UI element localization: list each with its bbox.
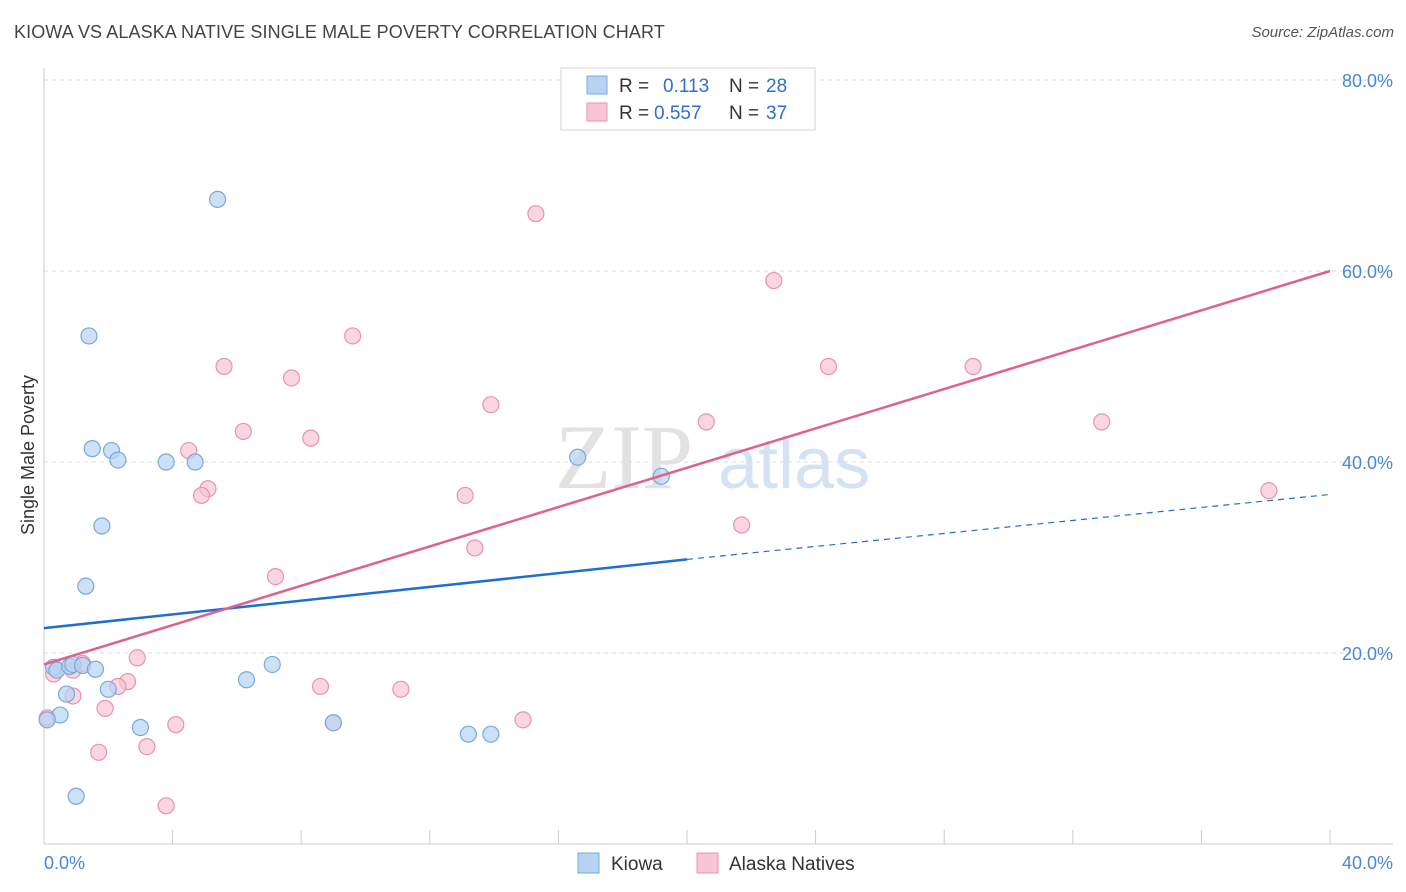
alaska-natives-point: [733, 516, 751, 534]
alaska-natives-point: [302, 429, 320, 447]
y-axis-title: Single Male Poverty: [18, 375, 38, 535]
alaska-natives-point: [527, 205, 545, 223]
alaska-natives-point: [466, 539, 484, 557]
alaska-natives-point: [192, 486, 211, 505]
y-tick-label-20: 20.0%: [1342, 644, 1393, 664]
alaska-natives-point: [819, 357, 838, 376]
kiowa-point: [83, 440, 101, 458]
series-legend: Kiowa Alaska Natives: [577, 852, 855, 875]
bottom-legend-alaska-swatch: [696, 852, 719, 874]
trend-lines: [43, 269, 1331, 666]
kiowa-point: [186, 453, 204, 471]
alaska-natives-point: [266, 567, 285, 586]
alaska-natives-point: [964, 357, 982, 376]
alaska-natives-point: [167, 716, 185, 734]
alaska-natives-point: [392, 680, 410, 698]
kiowa-point: [99, 680, 117, 698]
source-label: Source: ZipAtlas.com: [1251, 24, 1394, 41]
alaska-natives-point: [234, 422, 252, 441]
alaska-natives-point: [344, 327, 362, 345]
x-tick-label-max: 40.0%: [1342, 853, 1393, 873]
legend-kiowa-r-label: R =: [619, 76, 649, 97]
kiowa-point: [131, 718, 150, 737]
alaska-natives-point: [215, 357, 233, 376]
kiowa-point: [38, 711, 56, 729]
legend-alaska-swatch: [586, 102, 608, 122]
legend-alaska-r-label: R =: [619, 103, 649, 124]
chart-title: KIOWA VS ALASKA NATIVE SINGLE MALE POVER…: [14, 22, 665, 42]
alaska-natives-point: [128, 649, 146, 667]
alaska-natives-point: [765, 271, 783, 290]
legend-kiowa-r-value: 0.113: [663, 76, 709, 97]
watermark-atlas: atlas: [718, 424, 870, 504]
legend-kiowa-swatch: [586, 75, 608, 95]
kiowa-points: [38, 190, 670, 805]
legend-alaska-n-label: N =: [729, 103, 759, 124]
kiowa-point: [80, 327, 98, 345]
gridlines: [44, 79, 1393, 654]
kiowa-point: [109, 451, 127, 469]
legend-kiowa-n-label: N =: [729, 76, 759, 97]
alaska-natives-trend-line: [43, 269, 1331, 666]
kiowa-point: [157, 453, 175, 471]
alaska-natives-point: [157, 797, 175, 815]
alaska-natives-point: [514, 711, 532, 729]
kiowa-point: [57, 685, 76, 703]
legend-alaska-n-value: 37: [766, 103, 787, 124]
kiowa-point: [209, 190, 227, 208]
kiowa-point: [77, 577, 95, 595]
alaska-natives-point: [456, 486, 474, 505]
x-tick-label-min: 0.0%: [44, 853, 85, 873]
kiowa-point: [86, 660, 105, 678]
kiowa-point: [569, 448, 587, 466]
alaska-natives-point: [697, 413, 715, 431]
alaska-natives-point: [282, 369, 301, 387]
kiowa-point: [324, 714, 342, 732]
kiowa-point: [459, 725, 477, 743]
bottom-legend-kiowa-label: Kiowa: [611, 854, 663, 875]
legend-alaska-r-value: 0.557: [654, 103, 702, 124]
y-tick-labels: 20.0% 40.0% 60.0% 80.0%: [1342, 71, 1393, 664]
alaska-natives-point: [138, 737, 156, 756]
kiowa-trend-line: [43, 558, 688, 630]
alaska-natives-point: [90, 743, 108, 761]
bottom-legend-alaska-label: Alaska Natives: [729, 854, 855, 875]
y-tick-label-40: 40.0%: [1342, 453, 1393, 473]
correlation-legend: R = 0.113 N = 28 R = 0.557 N = 37: [560, 67, 816, 131]
legend-kiowa-n-value: 28: [766, 76, 787, 97]
kiowa-trend-line-extension: [686, 493, 1331, 561]
alaska-natives-point: [1093, 413, 1111, 431]
y-tick-label-60: 60.0%: [1342, 262, 1393, 282]
alaska-natives-point: [1260, 482, 1278, 500]
alaska-natives-point: [482, 396, 500, 414]
kiowa-point: [263, 655, 281, 674]
kiowa-point: [482, 725, 500, 743]
alaska-natives-point: [311, 677, 330, 696]
y-tick-label-80: 80.0%: [1342, 71, 1393, 91]
bottom-legend-kiowa-swatch: [577, 852, 600, 874]
kiowa-point: [67, 787, 85, 805]
kiowa-point: [237, 671, 256, 689]
alaska-natives-point: [96, 699, 114, 717]
kiowa-point: [93, 517, 111, 535]
alaska-natives-points: [38, 205, 1278, 815]
